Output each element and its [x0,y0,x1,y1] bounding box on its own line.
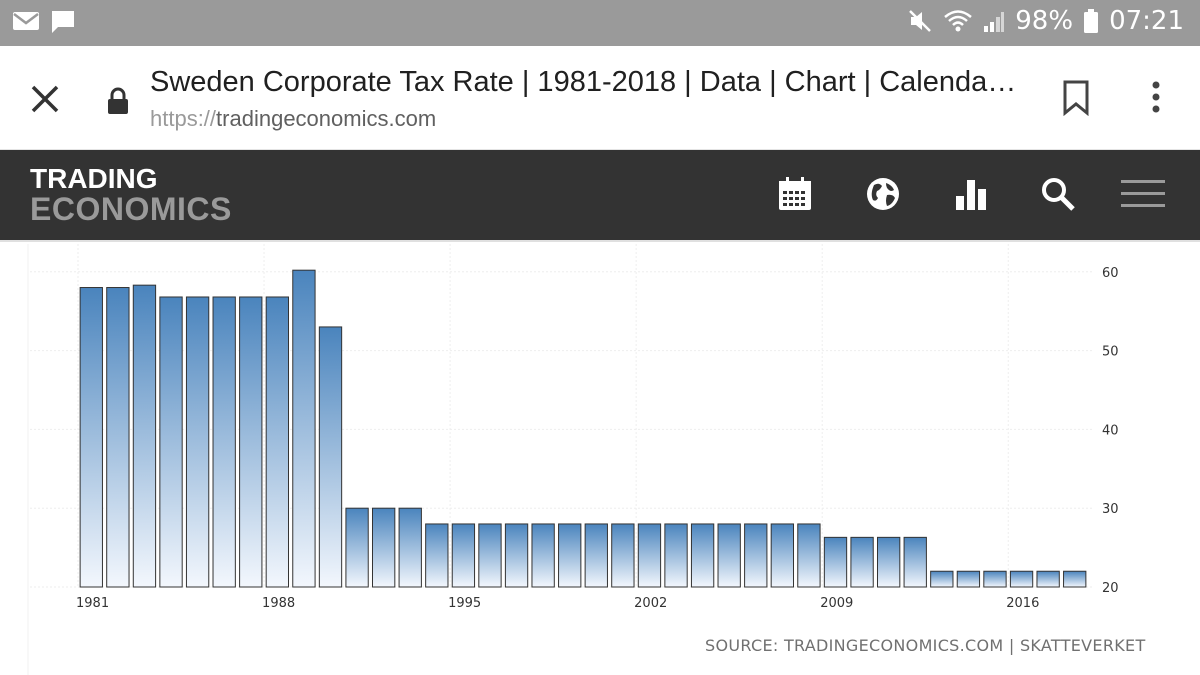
bookmark-icon [1063,80,1089,117]
bar-1997[interactable] [504,523,529,588]
close-icon [31,85,59,113]
bar-1981[interactable] [79,287,103,588]
x-tick-label: 2002 [634,596,667,611]
countries-button[interactable] [859,170,907,218]
bar-1994[interactable] [425,523,449,588]
y-tick-label: 20 [1102,581,1119,596]
mail-icon [12,9,40,35]
x-tick-label: 2009 [820,596,853,611]
url-text[interactable]: https://tradingeconomics.com [150,106,436,132]
page-title[interactable]: Sweden Corporate Tax Rate | 1981-2018 | … [150,66,1017,98]
bar-2013[interactable] [930,570,954,588]
logo-line-1: TRADING [30,163,158,194]
menu-button[interactable] [1118,170,1168,218]
bar-2017[interactable] [1036,570,1060,588]
close-tab-button[interactable] [26,80,64,118]
bar-2009[interactable] [823,536,848,588]
site-header: TRADING ECONOMICS [0,150,1200,242]
x-tick-label: 1995 [448,596,481,611]
x-tick-label: 1988 [262,596,295,611]
bar-2008[interactable] [797,523,821,588]
chart-source[interactable]: SOURCE: TRADINGECONOMICS.COM | SKATTEVER… [705,636,1146,655]
calendar-icon [779,177,811,210]
bar-1998[interactable] [531,523,555,588]
x-tick-label: 2016 [1006,596,1039,611]
bar-2000[interactable] [584,523,608,588]
search-button[interactable] [1034,170,1082,218]
signal-icon [983,8,1005,34]
bar-1985[interactable] [185,296,210,588]
bar-2002[interactable] [637,523,662,588]
bar-1990[interactable] [318,326,343,588]
url-protocol: https:// [150,106,217,131]
bar-2004[interactable] [690,523,715,588]
message-icon [50,9,76,35]
bar-2010[interactable] [850,536,874,588]
bar-2016[interactable] [1009,570,1034,588]
bar-1992[interactable] [371,507,396,588]
bar-1984[interactable] [159,296,183,588]
bar-2014[interactable] [956,570,981,588]
bar-1999[interactable] [558,523,582,588]
y-tick-label: 50 [1102,345,1119,360]
y-tick-label: 30 [1102,502,1119,517]
bar-1982[interactable] [106,287,130,588]
bar-1991[interactable] [345,507,369,588]
bar-1983[interactable] [132,284,157,588]
search-icon [1042,178,1075,211]
bar-2011[interactable] [876,536,901,588]
bar-2005[interactable] [717,523,741,588]
more-options-button[interactable] [1146,80,1166,121]
url-host: tradingeconomics.com [216,106,437,131]
bar-1993[interactable] [398,507,422,588]
battery-percent: 98% [1015,6,1074,36]
logo-line-2: ECONOMICS [30,191,232,227]
battery-icon [1083,8,1099,34]
notification-icons [12,9,76,35]
bar-2007[interactable] [770,523,795,588]
bar-chart-icon [956,180,986,210]
bar-1995[interactable] [451,523,476,588]
bar-1996[interactable] [478,523,502,588]
status-bar: 98% 07:21 [0,0,1200,46]
y-tick-label: 60 [1102,266,1119,281]
bar-1987[interactable] [239,296,263,588]
browser-toolbar: Sweden Corporate Tax Rate | 1981-2018 | … [0,46,1200,150]
indicators-button[interactable] [947,170,995,218]
y-tick-label: 40 [1102,423,1119,438]
lock-icon[interactable] [106,86,130,121]
bar-2006[interactable] [744,523,768,588]
bar-2015[interactable] [983,570,1007,588]
bar-1988[interactable] [265,296,290,588]
bar-1989[interactable] [292,269,316,588]
system-indicators: 98% 07:21 [907,6,1184,36]
bookmark-button[interactable] [1062,80,1090,121]
x-tick-label: 1981 [76,596,109,611]
site-logo[interactable]: TRADING ECONOMICS [30,163,232,227]
globe-icon [867,178,899,210]
clock: 07:21 [1109,6,1184,36]
bar-2003[interactable] [664,523,688,588]
wifi-icon [943,8,973,34]
mute-icon [907,8,933,34]
more-vert-icon [1152,81,1160,113]
calendar-button[interactable] [771,170,819,218]
chart-container: 20 30 40 50 60 1981 1988 1995 2002 2009 2016 SOUR… [0,244,1200,675]
menu-icon [1121,180,1165,207]
bar-1986[interactable] [212,296,236,588]
bar-2001[interactable] [611,523,635,588]
bar-2018[interactable] [1063,570,1087,588]
bar-2012[interactable] [903,536,927,588]
tax-rate-chart[interactable]: 20 30 40 50 60 1981 1988 1995 2002 2009 2016 [0,244,1200,675]
